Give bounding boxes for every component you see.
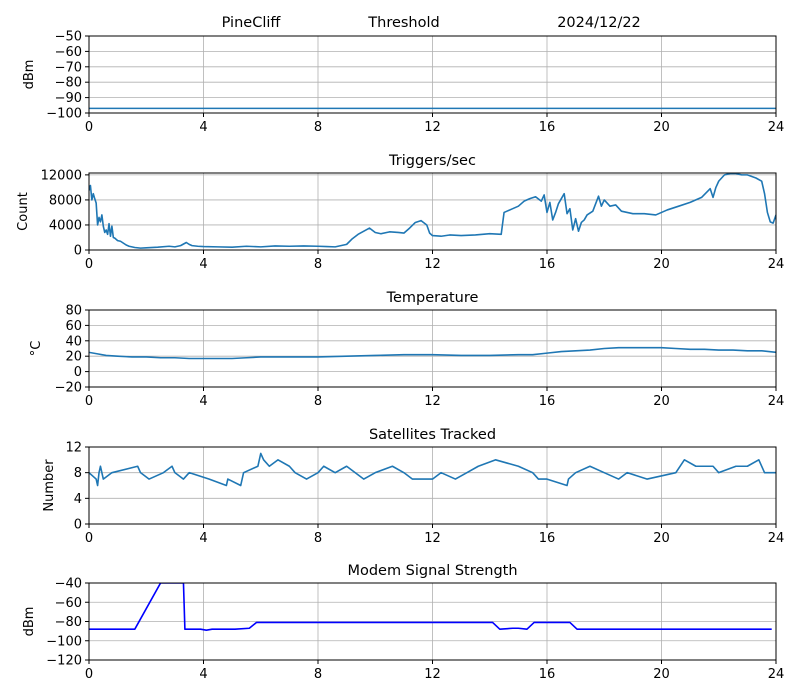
- y-tick-label: 0: [74, 518, 82, 533]
- x-tick-label: 4: [199, 531, 207, 546]
- y-tick-label: 4000: [49, 218, 82, 233]
- y-tick-label: 0: [74, 365, 82, 380]
- figure-header: PineCliff Threshold 2024/12/22: [222, 15, 641, 31]
- x-tick-label: 12: [424, 667, 441, 682]
- x-tick-label: 16: [539, 120, 556, 135]
- x-tick-label: 16: [539, 531, 556, 546]
- x-tick-label: 8: [314, 667, 322, 682]
- subplot-triggers: 0 4 8 12 16 20 24 0 4000 8000 12000 Count Triggers/s…: [16, 153, 784, 272]
- x-tick-label: 4: [199, 667, 207, 682]
- y-tick-label: 12: [65, 441, 82, 456]
- y-tick-label: 8: [74, 466, 82, 481]
- y-tick-label: −90: [55, 91, 82, 106]
- y-tick-label: 0: [74, 244, 82, 259]
- panel-title: Threshold: [367, 15, 439, 31]
- x-tick-label: 16: [539, 667, 556, 682]
- y-tick-label: −100: [46, 107, 82, 122]
- x-tick-label: 4: [199, 394, 207, 409]
- x-tick-label: 20: [653, 531, 670, 546]
- x-tick-label: 20: [653, 257, 670, 272]
- x-tick-label: 0: [85, 667, 93, 682]
- x-tick-label: 20: [653, 120, 670, 135]
- x-tick-label: 24: [768, 667, 785, 682]
- subplot-modem: 0 4 8 12 16 20 24 −120 −100 −80 −60 −40 dBm Modem Sig…: [22, 563, 784, 682]
- y-tick-label: −60: [55, 45, 82, 60]
- y-tick-label: 80: [65, 304, 82, 319]
- series-line-temperature: [89, 346, 776, 360]
- x-tick-label: 12: [424, 531, 441, 546]
- y-tick-label: 40: [65, 334, 82, 349]
- x-tick-label: 24: [768, 120, 785, 135]
- y-tick-label: 20: [65, 350, 82, 365]
- x-tick-label: 8: [314, 120, 322, 135]
- y-tick-label: −50: [55, 30, 82, 45]
- y-tick-label: −70: [55, 60, 82, 75]
- y-tick-label: −60: [55, 596, 82, 611]
- y-tick-label: −40: [55, 577, 82, 592]
- x-tick-label: 0: [85, 120, 93, 135]
- x-tick-label: 0: [85, 257, 93, 272]
- y-tick-label: −80: [55, 76, 82, 91]
- x-tick-label: 12: [424, 120, 441, 135]
- x-tick-label: 4: [199, 257, 207, 272]
- subplot-title: Satellites Tracked: [369, 427, 496, 443]
- y-tick-label: 4: [74, 492, 82, 507]
- y-axis-label: Count: [16, 192, 31, 231]
- x-tick-label: 16: [539, 394, 556, 409]
- x-tick-label: 20: [653, 667, 670, 682]
- y-tick-label: 60: [65, 319, 82, 334]
- x-tick-label: 20: [653, 394, 670, 409]
- x-tick-label: 24: [768, 257, 785, 272]
- date-label: 2024/12/22: [557, 15, 641, 31]
- y-tick-label: 12000: [41, 168, 82, 183]
- subplot-satellites: 0 4 8 12 16 20 24 0 4 8 12 Number Satellites Tracked: [42, 427, 784, 546]
- y-axis-label: Number: [42, 459, 57, 512]
- y-tick-label: 8000: [49, 193, 82, 208]
- subplot-title: Triggers/sec: [388, 153, 476, 169]
- y-tick-label: −80: [55, 615, 82, 630]
- series-line-satellites: [89, 452, 776, 487]
- series-line-modem: [89, 583, 772, 631]
- y-axis-label: °C: [29, 341, 44, 357]
- y-tick-label: −20: [55, 381, 82, 396]
- x-tick-label: 8: [314, 257, 322, 272]
- x-tick-label: 0: [85, 394, 93, 409]
- y-axis-label: dBm: [22, 60, 37, 90]
- subplot-title: Modem Signal Strength: [347, 563, 517, 579]
- x-tick-label: 8: [314, 531, 322, 546]
- subplot-threshold: 0 4 8 12 16 20 24 −100−90−80−70−60−50 dBm: [22, 30, 784, 136]
- station-name: PineCliff: [222, 15, 282, 31]
- x-tick-label: 16: [539, 257, 556, 272]
- y-tick-label: −100: [46, 634, 82, 649]
- x-tick-label: 0: [85, 531, 93, 546]
- y-tick-label: −120: [46, 654, 82, 669]
- x-tick-label: 12: [424, 394, 441, 409]
- x-tick-label: 24: [768, 531, 785, 546]
- series-line-triggers: [89, 173, 776, 249]
- x-tick-label: 24: [768, 394, 785, 409]
- x-tick-label: 8: [314, 394, 322, 409]
- x-tick-label: 12: [424, 257, 441, 272]
- y-axis-label: dBm: [22, 607, 37, 637]
- x-tick-label: 4: [199, 120, 207, 135]
- subplot-title: Temperature: [386, 290, 479, 306]
